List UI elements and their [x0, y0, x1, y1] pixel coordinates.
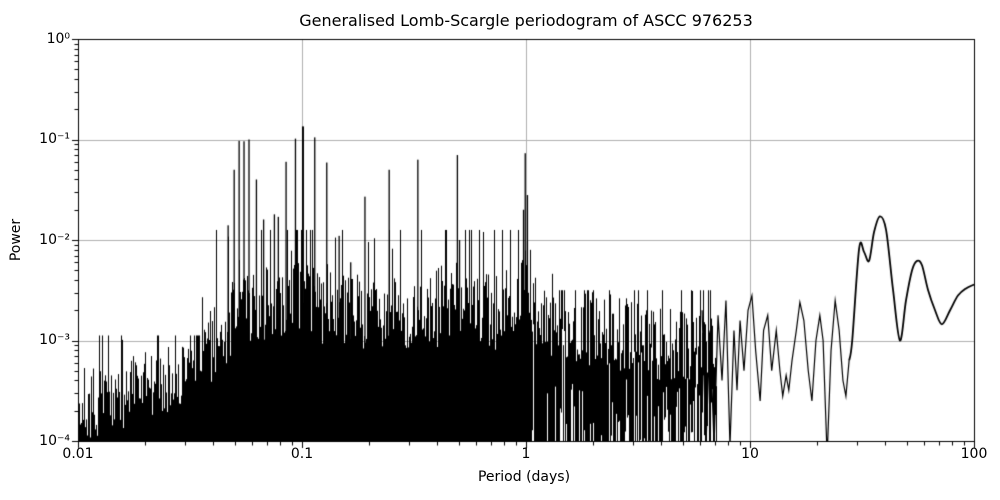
x-tick-label-0.1: 0.1 — [290, 446, 314, 462]
y-tick-label-1e-3: 10⁻³ — [39, 332, 70, 348]
y-tick-label-1e0: 10⁰ — [46, 31, 70, 47]
x-axis-label: Period (days) — [477, 469, 571, 485]
x-tick-label-0.01: 0.01 — [62, 446, 94, 462]
x-tick-label-10: 10 — [741, 446, 759, 462]
x-tick-label-1: 1 — [521, 446, 531, 462]
y-tick-label-1e-1: 10⁻¹ — [39, 131, 70, 147]
y-tick-label-1e-4: 10⁻⁴ — [39, 433, 70, 449]
y-tick-label-1e-2: 10⁻² — [39, 232, 70, 248]
x-tick-label-100: 100 — [960, 446, 988, 462]
chart-title: Generalised Lomb-Scargle periodogram of … — [299, 11, 753, 30]
